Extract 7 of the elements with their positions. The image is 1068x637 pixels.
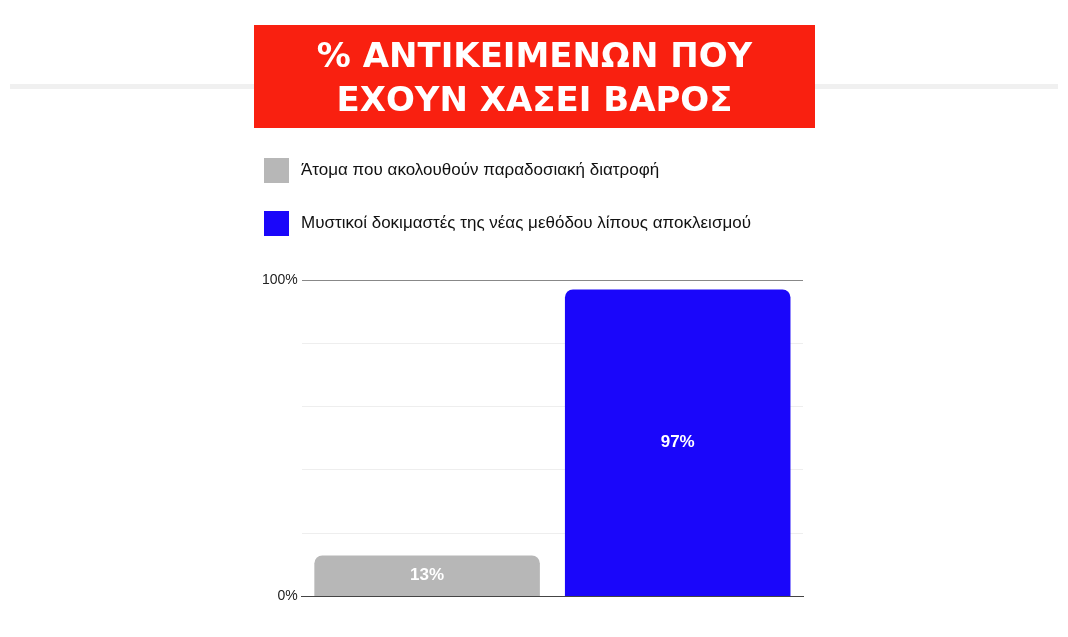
y-tick-label: 0% [277,587,298,604]
legend-label: Μυστικοί δοκιμαστές της νέας μεθόδου λίπους αποκλεισμού [301,213,751,233]
text: 97% [660,432,695,452]
y-tick-label: 100% [261,270,298,287]
legend-label: Άτομα που ακολουθούν παραδοσιακή διατροφή [301,160,660,180]
chart-title: % ΑΝΤΙΚΕΙΜΕΝΩΝ ΠΟΥ ΕΧΟΥΝ ΧΑΣΕΙ ΒΑΡΟΣ [254,25,815,128]
text: 13% [410,565,445,585]
